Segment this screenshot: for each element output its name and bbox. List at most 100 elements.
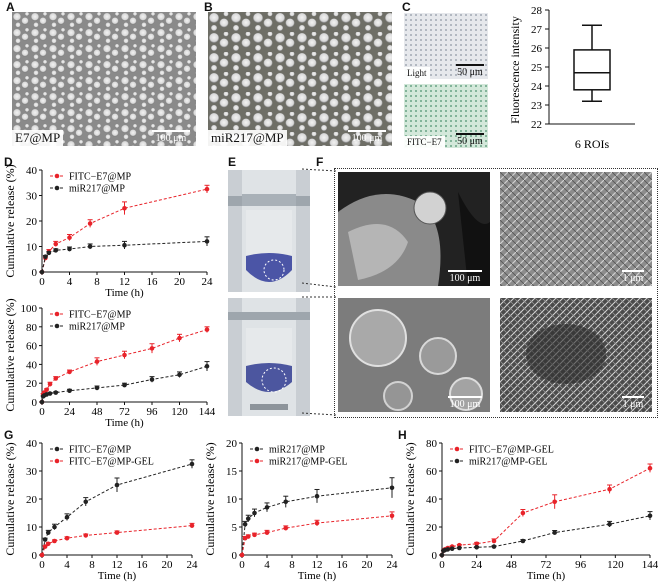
- legend-swatch-point: [454, 458, 460, 464]
- legend-swatch-point: [54, 446, 60, 452]
- data-point: [445, 547, 451, 552]
- series-line: [41, 329, 208, 403]
- box-ytick-label: 22: [531, 119, 542, 131]
- x-tick-label: 24: [471, 559, 483, 571]
- micrograph-fitc-e7: FITC−E7 50 μm: [404, 84, 488, 148]
- legend-label: miR217@MP-GEL: [469, 457, 548, 468]
- x-tick-label: 24: [387, 559, 399, 571]
- x-tick-label: 20: [162, 559, 174, 571]
- x-tick-label: 24: [187, 559, 199, 571]
- micrograph-light: Light 50 μm: [404, 13, 488, 79]
- y-tick-label: 40: [426, 494, 438, 506]
- data-point: [44, 387, 49, 393]
- data-point: [122, 242, 127, 248]
- legend-swatch-point: [254, 446, 260, 452]
- x-tick-label: 12: [119, 276, 130, 288]
- scale-bar-f-bottom-left: 100 μm: [444, 396, 486, 410]
- x-tick-label: 72: [119, 406, 130, 418]
- x-tick-label: 96: [575, 559, 587, 571]
- box-ytick-label: 24: [531, 81, 543, 93]
- y-tick-label: 10: [26, 242, 38, 254]
- data-point: [45, 530, 51, 535]
- x-tick-label: 48: [506, 559, 517, 571]
- y-tick-label: 30: [26, 466, 38, 478]
- data-point: [491, 544, 497, 549]
- y-tick-label: 0: [432, 550, 438, 562]
- x-tick-label: 8: [89, 559, 95, 571]
- box-plot-fluorescence: Fluorescence intensity 22 23 24 25 26 27 28 6 …: [508, 5, 635, 151]
- x-tick-label: 96: [147, 406, 159, 418]
- data-point: [53, 390, 59, 395]
- y-axis-label: Cumulative release (%): [403, 442, 417, 555]
- data-point: [64, 514, 70, 520]
- data-point: [39, 269, 45, 275]
- chart-d-top: 0 10 20 30 40 0 4 8 12 16 20 24 Time (h) Cumulative r…: [3, 164, 214, 299]
- panel-letter-g: G: [4, 428, 14, 442]
- x-tick-label: 4: [64, 559, 70, 571]
- y-tick-label: 40: [26, 165, 38, 177]
- x-tick-label: 24: [202, 276, 214, 288]
- x-axis-label-rois: 6 ROIs: [575, 137, 610, 151]
- y-tick-label: 20: [226, 438, 238, 450]
- panel-letter-h: H: [398, 428, 407, 442]
- data-point: [520, 538, 526, 544]
- data-point: [149, 377, 155, 382]
- panel-letter-d: D: [4, 155, 13, 169]
- data-point: [491, 538, 497, 544]
- data-point: [87, 244, 93, 249]
- x-tick-label: 72: [541, 559, 552, 571]
- y-tick-label: 30: [26, 191, 38, 203]
- data-point: [474, 545, 479, 550]
- data-point: [264, 530, 270, 535]
- data-point: [122, 205, 127, 211]
- x-tick-label: 120: [171, 406, 188, 418]
- vial-image-bottom: [228, 298, 310, 416]
- series-line: [441, 515, 651, 556]
- legend-label: FITC−E7@MP: [69, 445, 132, 456]
- legend-swatch-point: [54, 323, 60, 329]
- label-fitc-e7: FITC−E7: [404, 136, 445, 148]
- legend-swatch-point: [54, 311, 60, 317]
- chart-d-bottom: 0 20 40 60 80 100 0 24 48 72 96 120 144 Time (h) Cumul…: [3, 298, 215, 429]
- sem-image-bottom-right: 1 μm: [500, 298, 652, 412]
- x-tick-label: 0: [39, 276, 45, 288]
- data-point: [46, 250, 52, 256]
- x-tick-label: 0: [239, 559, 245, 571]
- data-point: [457, 545, 462, 551]
- scale-bar-f-bottom-right: 1 μm: [618, 396, 648, 410]
- legend-label: FITC−E7@MP-GEL: [469, 445, 554, 456]
- data-point: [245, 534, 251, 539]
- scale-bar-c-fitc: 50 μm: [454, 133, 486, 147]
- x-tick-label: 20: [362, 559, 374, 571]
- x-tick-label: 16: [337, 559, 349, 571]
- y-tick-label: 20: [26, 216, 38, 228]
- data-point: [45, 541, 51, 547]
- x-axis-label: Time (h): [527, 570, 566, 582]
- y-tick-label: 20: [26, 378, 38, 390]
- data-point: [42, 537, 48, 542]
- data-point: [52, 538, 57, 544]
- series-line: [41, 525, 193, 556]
- box-ytick-label: 28: [531, 5, 543, 17]
- legend-swatch-point: [54, 185, 60, 191]
- x-tick-label: 12: [312, 559, 323, 571]
- y-tick-label: 20: [426, 522, 438, 534]
- legend-swatch-point: [54, 173, 60, 179]
- data-point: [87, 221, 93, 226]
- y-tick-label: 15: [226, 466, 238, 478]
- data-point: [177, 372, 182, 378]
- data-point: [189, 523, 195, 528]
- x-tick-label: 0: [39, 406, 45, 418]
- label-e7-mp: E7@MP: [12, 130, 64, 146]
- data-point: [177, 335, 182, 341]
- box-ytick-label: 25: [531, 62, 543, 74]
- y-tick-label: 60: [26, 341, 38, 353]
- chart-g-left: 0 10 20 30 40 0 4 8 12 16 20 24 Time (h) Cumulative r…: [3, 438, 199, 582]
- data-point: [283, 499, 289, 505]
- data-point: [64, 535, 70, 541]
- x-axis-label: Time (h): [105, 417, 144, 429]
- micrograph-mir217-mp: miR217@MP 100 μm: [208, 12, 392, 146]
- data-point: [252, 510, 257, 516]
- data-point: [449, 546, 455, 551]
- bubble-texture-a: [12, 12, 196, 146]
